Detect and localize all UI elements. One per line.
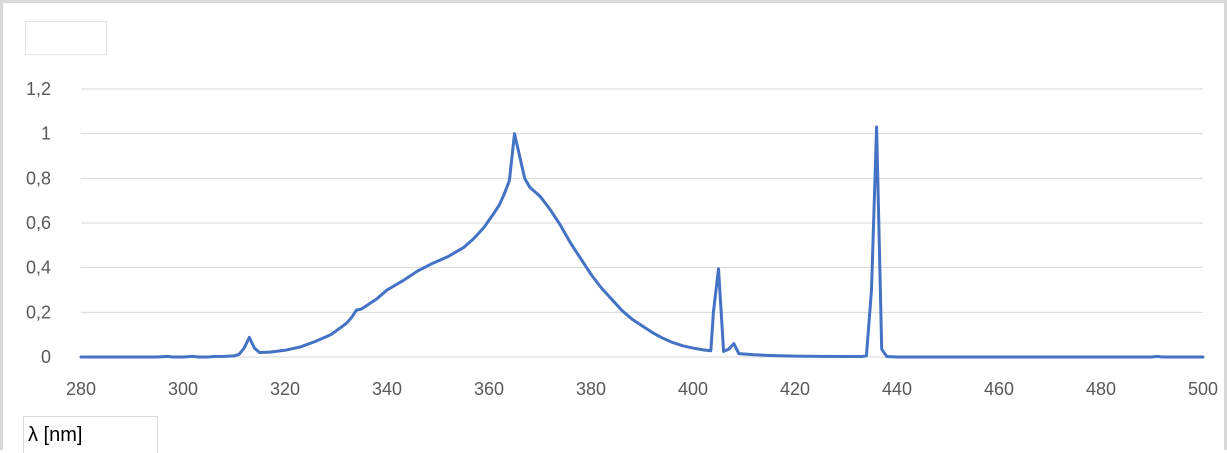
x-tick-label: 280	[66, 379, 96, 399]
y-tick-label: 0,8	[26, 168, 51, 188]
x-tick-label: 340	[372, 379, 402, 399]
y-tick-label: 0	[41, 347, 51, 367]
x-tick-label: 360	[474, 379, 504, 399]
series-group	[79, 125, 1205, 359]
gridlines	[81, 88, 1203, 358]
y-tick-label: 0,6	[26, 213, 51, 233]
y-tick-label: 1,2	[26, 79, 51, 99]
x-axis-label: λ [nm]	[28, 424, 83, 446]
y-tick-label: 0,4	[26, 258, 51, 278]
y-tick-label: 0,2	[26, 302, 51, 322]
x-tick-label: 460	[984, 379, 1014, 399]
y-tick-label: 1	[41, 124, 51, 144]
x-tick-label: 380	[576, 379, 606, 399]
x-tick-label: 320	[270, 379, 300, 399]
legend-box	[25, 21, 107, 55]
x-tick-label: 420	[780, 379, 810, 399]
x-tick-label: 480	[1086, 379, 1116, 399]
y-tick-labels: 0 0,2 0,4 0,6 0,8 1 1,2	[26, 79, 51, 367]
x-tick-label: 500	[1188, 379, 1218, 399]
x-tick-label: 440	[882, 379, 912, 399]
x-axis-label-box: λ [nm]	[23, 416, 158, 453]
line-chart: 0 0,2 0,4 0,6 0,8 1 1,2 280 300 320 340 360 380 400 4…	[26, 79, 1218, 399]
x-tick-label: 400	[678, 379, 708, 399]
series-line-0	[79, 125, 1205, 359]
x-tick-label: 300	[168, 379, 198, 399]
x-tick-labels: 280 300 320 340 360 380 400 420 440 460 480 500	[66, 379, 1218, 399]
